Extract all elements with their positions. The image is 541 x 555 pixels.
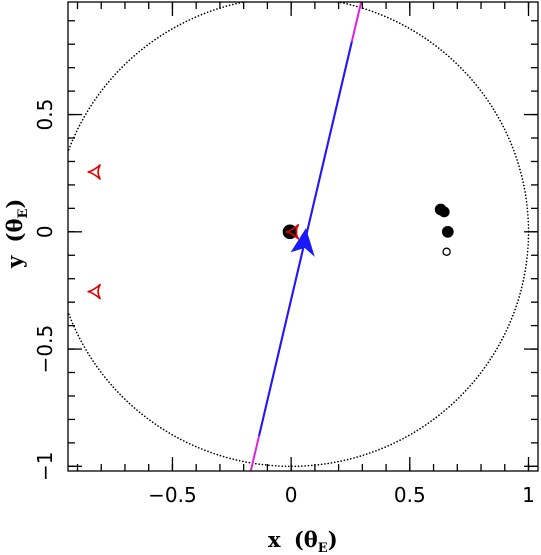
- x-tick-label: 0: [285, 483, 298, 507]
- caustic-3: [285, 224, 300, 240]
- tick-labels: −0.5 0 0.5 1 −1 −0.5 0 0.5: [33, 99, 535, 507]
- y-tick-label: 0.5: [33, 99, 57, 131]
- lens-component-3: [438, 206, 450, 218]
- y-tick-label: −0.5: [33, 325, 57, 374]
- y-tick-label: −1: [33, 452, 57, 481]
- x-tick-label: 1: [522, 483, 535, 507]
- source-marker: [290, 228, 315, 257]
- lens-component-4: [441, 225, 454, 238]
- x-tick-label: −0.5: [148, 483, 197, 507]
- lens-component-5: [442, 247, 451, 256]
- plot-frame: [67, 1, 539, 472]
- caustic-2: [87, 283, 101, 300]
- caustic-1: [87, 164, 101, 180]
- axis-ticks: [68, 2, 538, 471]
- x-axis-label: x (θE): [268, 527, 338, 555]
- y-axis-label: y (θE): [2, 199, 31, 269]
- x-tick-label: 0.5: [394, 483, 426, 507]
- y-tick-label: 0: [33, 225, 57, 238]
- plot-area: [68, 2, 530, 471]
